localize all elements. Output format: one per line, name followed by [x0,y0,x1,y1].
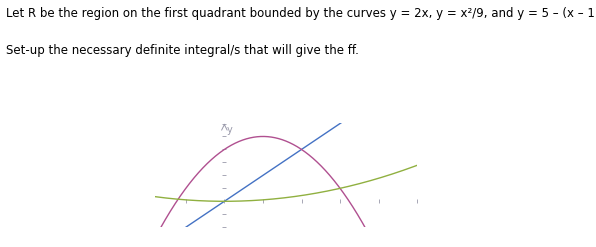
Text: y: y [226,125,232,135]
Text: Let R be the region on the first quadrant bounded by the curves y = 2x, y = x²/9: Let R be the region on the first quadran… [6,7,596,21]
Text: Set-up the necessary definite integral/s that will give the ff.: Set-up the necessary definite integral/s… [6,44,359,58]
